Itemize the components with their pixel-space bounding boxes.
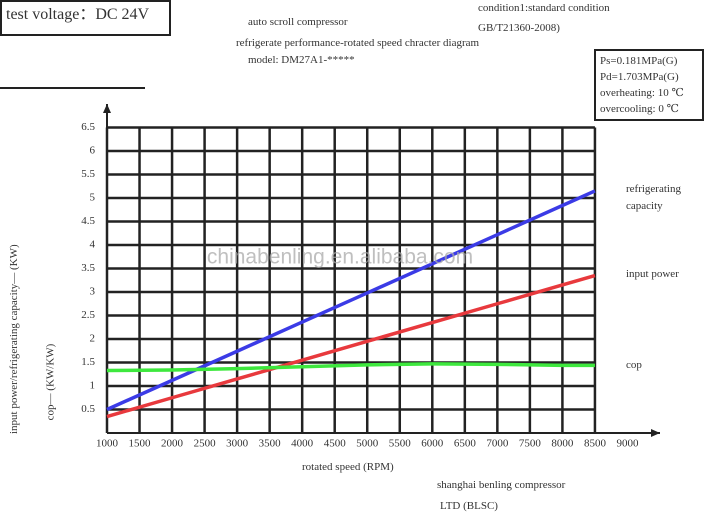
y-axis-label-2: cop— (KW/KW)	[44, 343, 57, 421]
voltage-box	[0, 0, 171, 36]
parameter: overcooling: 0 ℃	[600, 103, 679, 115]
y-tick-label: 5	[90, 192, 96, 204]
x-tick-label: 4000	[291, 438, 314, 450]
grid	[105, 126, 597, 433]
x-tick-label: 2500	[194, 438, 217, 450]
parameter-box	[594, 49, 704, 121]
x-tick-label: 8000	[551, 438, 574, 450]
x-tick-label: 3000	[226, 438, 249, 450]
x-tick-label: 2000	[161, 438, 184, 450]
x-tick-label: 9000	[616, 438, 639, 450]
series-line	[106, 189, 596, 412]
y-tick-label: 3.5	[81, 262, 95, 274]
y-tick-label: 4.5	[81, 215, 95, 227]
x-axis-arrow	[651, 429, 660, 437]
y-tick-label: 1.5	[81, 356, 95, 368]
x-tick-label: 1500	[129, 438, 152, 450]
x-tick-label: 5000	[356, 438, 379, 450]
x-tick-label: 7500	[519, 438, 542, 450]
x-tick-label: 3500	[259, 438, 282, 450]
x-tick-label: 4500	[324, 438, 347, 450]
condition: GB/T21360-2008)	[478, 22, 560, 34]
y-tick-label: 0.5	[81, 403, 95, 415]
x-axis-label: rotated speed (RPM)	[302, 461, 394, 473]
x-tick-label: 6000	[421, 438, 444, 450]
chart-title: refrigerate performance-rotated speed ch…	[236, 37, 480, 49]
parameter: overheating: 10 ℃	[600, 87, 684, 99]
series-line	[106, 273, 596, 419]
subtitle: auto scroll compressor	[248, 16, 348, 28]
y-tick-label: 6	[90, 145, 96, 157]
series-label: cop	[626, 359, 642, 372]
parameter: Ps=0.181MPa(G)	[600, 55, 678, 67]
condition: condition1:standard condition	[478, 2, 610, 14]
footer: shanghai benling compressor	[437, 479, 566, 491]
y-axis-label: input power/refrigerating capacity— (KW)	[8, 244, 20, 434]
y-tick-label: 6.5	[81, 121, 95, 133]
series-label: input power	[626, 267, 679, 280]
y-tick-label: 4	[90, 239, 96, 251]
axes: 0.5 1 1.5 2 2.5 3 3.5 4 4.5 5 5.5 6 6.5 1000 1500 2000 2…	[81, 104, 660, 450]
x-tick-label: 1000	[96, 438, 119, 450]
parameter: Pd=1.703MPa(G)	[600, 71, 679, 83]
voltage: test voltage：DC 24V	[6, 6, 150, 23]
series-label: refrigerating capacity	[626, 182, 681, 212]
series-line	[106, 362, 595, 373]
y-axis-arrow	[103, 104, 111, 113]
model: model: DM27A1-*****	[248, 54, 355, 66]
x-tick-label: 6500	[454, 438, 477, 450]
y-tick-label: 5.5	[81, 168, 95, 180]
footer: LTD (BLSC)	[440, 500, 498, 512]
series	[106, 189, 596, 419]
y-tick-label: 2.5	[81, 309, 95, 321]
y-tick-label: 1	[90, 380, 96, 392]
x-tick-label: 8500	[584, 438, 607, 450]
y-tick-label: 2	[90, 333, 96, 345]
x-tick-label: 7000	[486, 438, 509, 450]
watermark: chinabenling.en.alibaba.com	[207, 246, 473, 269]
x-tick-label: 5500	[389, 438, 412, 450]
y-tick-label: 3	[90, 286, 96, 298]
